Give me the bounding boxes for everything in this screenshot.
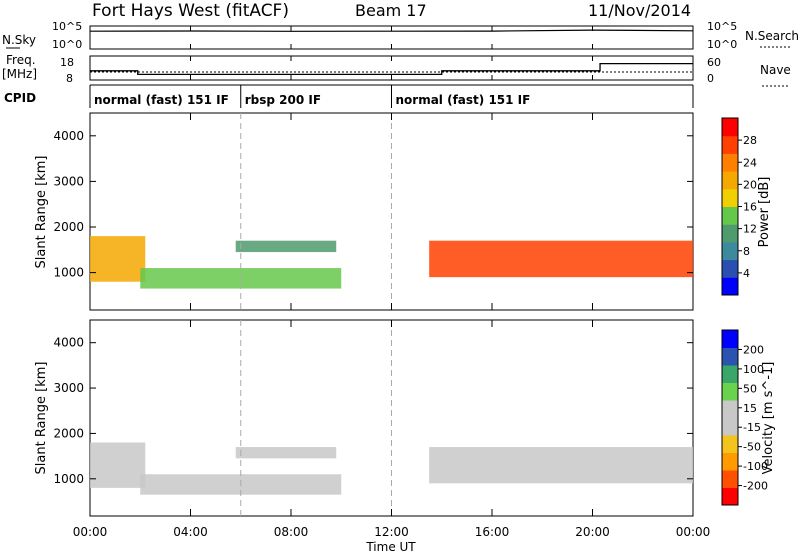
y-tick-label: 4000 xyxy=(53,129,84,143)
colorbar-swatch xyxy=(722,188,738,207)
colorbar-swatch xyxy=(722,259,738,278)
echo-band xyxy=(429,447,693,484)
nsky-label: N.Sky xyxy=(2,33,36,47)
colorbar-swatch xyxy=(722,153,738,172)
cpid-segment-label: rbsp 200 IF xyxy=(245,93,321,107)
velocity-colorbar: -200 -100 -50 -15 15 50 100 200 xyxy=(721,329,768,506)
x-tick-label: 04:00 xyxy=(173,525,208,539)
colorbar-swatch xyxy=(722,382,738,401)
colorbar-swatch xyxy=(722,206,738,225)
date-label: 11/Nov/2014 xyxy=(588,1,691,20)
power-colorbar-label: Power [dB] xyxy=(757,177,772,248)
freq-tick-low: 8 xyxy=(66,72,73,85)
colorbar-tick-label: 24 xyxy=(743,156,757,169)
colorbar-frame xyxy=(721,329,739,506)
colorbar-tick-label: 50 xyxy=(743,382,757,395)
cpid-segment-label: normal (fast) 151 IF xyxy=(94,93,229,107)
velocity-y-ticks: 1000 2000 3000 4000 xyxy=(53,336,693,486)
colorbar-swatch xyxy=(722,118,738,137)
colorbar-tick-label: -15 xyxy=(743,421,761,434)
y-tick-label: 3000 xyxy=(53,381,84,395)
cpid-separators xyxy=(240,113,392,516)
x-tick-label: 16:00 xyxy=(475,525,510,539)
nave-tick-low: 0 xyxy=(707,72,714,85)
colorbar-tick-label: -50 xyxy=(743,441,761,454)
velocity-colorbar-label: Velocity [m s^-1] xyxy=(761,362,776,475)
colorbar-swatch xyxy=(722,224,738,243)
power-y-ticks: 1000 2000 3000 4000 xyxy=(53,129,693,280)
x-axis-label: Time UT xyxy=(365,540,416,554)
power-y-axis-label: Slant Range [km] xyxy=(34,156,49,269)
colorbar-swatch xyxy=(722,135,738,154)
colorbar-swatch xyxy=(722,452,738,471)
x-tick-label: 12:00 xyxy=(374,525,409,539)
colorbar-tick-label: 8 xyxy=(743,245,750,258)
freq-series-line xyxy=(90,62,693,76)
colorbar-swatch xyxy=(722,365,738,383)
nave-label: Nave xyxy=(760,63,791,77)
colorbar-tick-label: 16 xyxy=(743,201,757,214)
echo-band xyxy=(90,442,146,488)
power-colorbar: 4 8 12 16 20 24 28 xyxy=(721,117,757,296)
y-tick-label: 2000 xyxy=(53,426,84,440)
colorbar-tick-label: -200 xyxy=(743,480,768,493)
y-tick-label: 1000 xyxy=(53,472,84,486)
colorbar-swatch xyxy=(722,435,738,453)
colorbar-swatch xyxy=(722,417,738,436)
nsearch-label: N.Search xyxy=(745,29,799,43)
freq-unit: [MHz] xyxy=(2,67,37,81)
cpid-segment-label: normal (fast) 151 IF xyxy=(396,93,531,107)
colorbar-tick-label: 4 xyxy=(743,267,750,280)
colorbar-tick-label: 15 xyxy=(743,402,757,415)
colorbar-tick-label: 12 xyxy=(743,223,757,236)
cpid-label: CPID xyxy=(4,91,36,105)
colorbar-swatch xyxy=(722,241,738,261)
echo-band xyxy=(235,240,337,253)
colorbar-tick-label: 20 xyxy=(743,178,757,191)
site-title: Fort Hays West (fitACF) xyxy=(92,1,289,21)
x-tick-label: 08:00 xyxy=(274,525,309,539)
y-tick-label: 3000 xyxy=(53,174,84,188)
colorbar-swatch xyxy=(722,171,738,190)
y-tick-label: 1000 xyxy=(53,266,84,280)
y-tick-label: 4000 xyxy=(53,336,84,350)
freq-label: Freq. xyxy=(6,53,36,67)
colorbar-swatch xyxy=(722,470,738,488)
colorbar-swatch xyxy=(722,330,738,348)
colorbar-tick-label: 200 xyxy=(743,343,764,356)
velocity-y-axis-label: Slant Range [km] xyxy=(34,362,49,475)
x-tick-label: 00:00 xyxy=(73,525,108,539)
colorbar-swatch xyxy=(722,400,738,418)
beam-label: Beam 17 xyxy=(355,1,427,20)
nave-tick-high: 60 xyxy=(707,56,721,69)
y-tick-label: 2000 xyxy=(53,220,84,234)
colorbar-tick-label: -100 xyxy=(743,460,768,473)
colorbar-tick-label: 28 xyxy=(743,134,757,147)
count-tick-high-left: 10^5 xyxy=(52,20,82,33)
echo-band xyxy=(429,240,693,278)
count-tick-low-left: 10^0 xyxy=(52,38,82,51)
freq-tick-high: 18 xyxy=(60,56,74,69)
echo-band xyxy=(235,447,337,459)
colorbar-swatch xyxy=(722,487,738,506)
echo-band xyxy=(90,236,146,282)
count-tick-low-right: 10^0 xyxy=(707,38,737,51)
colorbar-tick-label: 100 xyxy=(743,363,764,376)
power-bands xyxy=(90,236,693,289)
x-tick-label: 20:00 xyxy=(575,525,610,539)
cpid-segments: normal (fast) 151 IF rbsp 200 IF normal (f… xyxy=(89,84,694,108)
count-tick-high-right: 10^5 xyxy=(707,20,737,33)
colorbar-swatch xyxy=(722,277,738,296)
x-tick-label: 00:00 xyxy=(676,525,711,539)
colorbar-swatch xyxy=(722,347,738,366)
x-axis-ticks: 00:00 04:00 08:00 12:00 16:00 20:00 00:00 xyxy=(73,26,711,539)
